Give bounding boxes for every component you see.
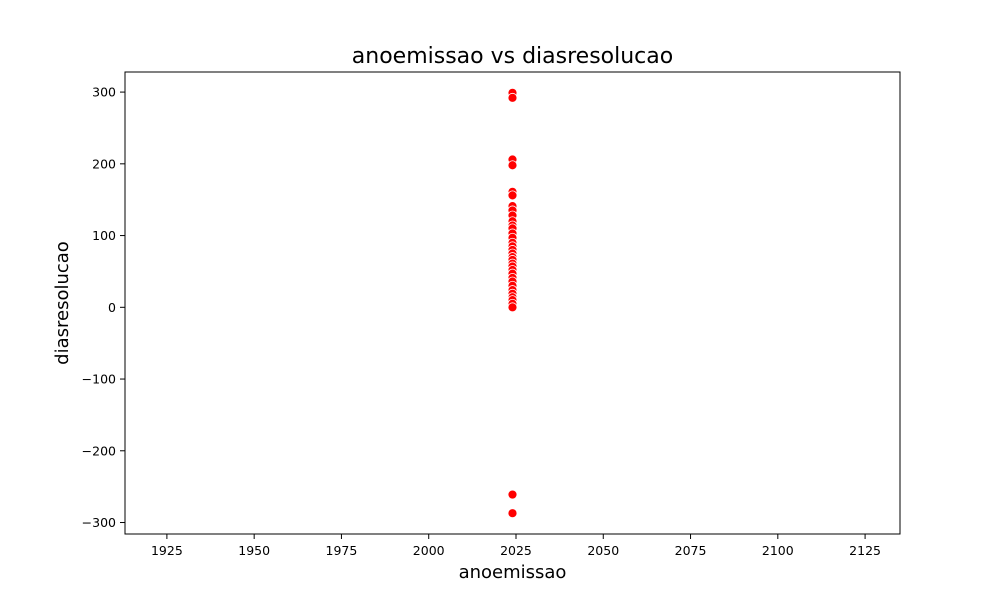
x-tick-label: 1975 <box>326 543 358 558</box>
x-axis-label: anoemissao <box>459 562 567 583</box>
points-layer <box>507 87 518 519</box>
x-tick-label: 2100 <box>762 543 794 558</box>
x-tick-label: 1950 <box>238 543 270 558</box>
scatter-point <box>507 508 518 519</box>
y-tick-label: −200 <box>82 443 116 458</box>
scatter-point <box>507 489 518 500</box>
y-tick-label: 0 <box>108 300 116 315</box>
y-tick-label: −100 <box>82 372 116 387</box>
y-tick-label: 200 <box>92 156 116 171</box>
plot-area-frame <box>124 71 901 535</box>
scatter-point <box>507 190 518 201</box>
x-tick-label: 2050 <box>587 543 619 558</box>
y-axis-label: diasresolucao <box>52 241 73 365</box>
x-tick-label: 2025 <box>500 543 532 558</box>
x-tick-label: 1925 <box>151 543 183 558</box>
chart-title: anoemissao vs diasresolucao <box>352 44 673 69</box>
x-tick-label: 2125 <box>849 543 881 558</box>
scatter-point <box>507 92 518 103</box>
x-axis-ticks: 1925 1950 1975 2000 2025 2050 2075 2100 2125 <box>151 534 881 558</box>
scatter-point <box>507 160 518 171</box>
y-tick-label: 300 <box>92 85 116 100</box>
x-tick-label: 2000 <box>413 543 445 558</box>
y-tick-label: 100 <box>92 228 116 243</box>
x-tick-label: 2075 <box>675 543 707 558</box>
y-tick-label: −300 <box>82 515 116 530</box>
scatter-point <box>507 302 518 313</box>
y-axis-ticks: −300 −200 −100 0 100 200 300 <box>82 85 125 530</box>
